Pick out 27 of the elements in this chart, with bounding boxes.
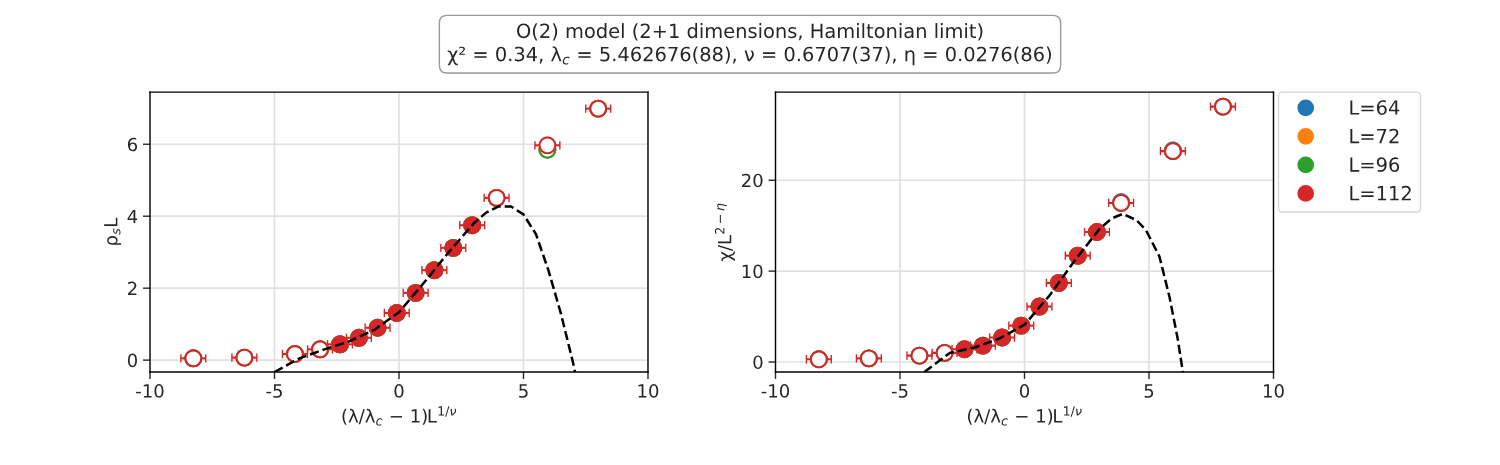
x-tick-label: -10: [136, 384, 164, 398]
y-tick-label: 2: [128, 281, 137, 296]
y-axis-title: ρ$_{s}$L: [104, 217, 122, 245]
legend-label: L=64: [1350, 100, 1400, 115]
y-tick-label: 6: [127, 137, 138, 152]
x-tick-label: 0: [1019, 384, 1030, 398]
y-tick-label: 0: [753, 355, 763, 370]
x-axis-title: (λ/λ$_{c}$ − 1)L$^{1/ν}$: [342, 406, 457, 426]
x-tick-label: 5: [1144, 384, 1154, 398]
y-tick-label: 20: [742, 173, 763, 188]
y-tick-label: 4: [127, 209, 138, 224]
x-tick-label: 10: [1264, 384, 1284, 398]
text: O(2) model (2+1 dimensions, Hamiltonian limit): [517, 23, 983, 41]
x-tick-label: -10: [761, 384, 790, 398]
x-tick-label: -5: [266, 384, 282, 398]
x-tick-label: -5: [891, 384, 908, 398]
legend-label: L=96: [1350, 157, 1400, 172]
y-axis-title: χ/L$^{2−η}$: [714, 203, 735, 261]
x-axis-title: (λ/λ$_{c}$ − 1)L$^{1/ν}$: [968, 406, 1082, 426]
x-tick-label: 5: [519, 384, 528, 398]
legend-label: L=112: [1350, 185, 1411, 201]
y-tick-label: 0: [127, 353, 137, 368]
x-tick-label: 0: [394, 384, 404, 398]
x-tick-label: 10: [638, 384, 659, 398]
text: χ² = 0.34, λ$_{c}$ = 5.462676(88), ν = 0.6707(37), η = 0.0276(86): [447, 46, 1051, 66]
y-tick-label: 10: [742, 264, 763, 279]
legend-label: L=72: [1350, 128, 1399, 144]
